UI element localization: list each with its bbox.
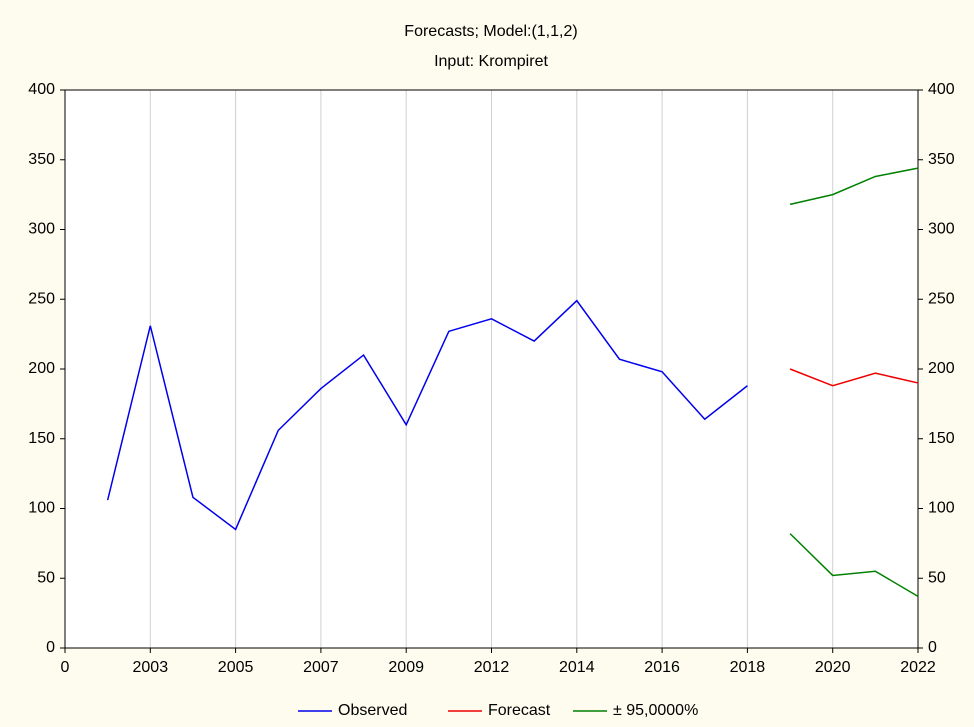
- x-tick-label: 2005: [218, 659, 254, 676]
- x-tick-label: 2003: [133, 659, 169, 676]
- x-tick-label: 0: [61, 659, 70, 676]
- x-tick-label: 2009: [388, 659, 424, 676]
- plot-frame: [64, 89, 919, 649]
- y2-tick-label: 100: [928, 500, 955, 517]
- x-tick-label: 2020: [815, 659, 851, 676]
- y-tick-label: 400: [28, 81, 55, 98]
- y-tick-label: 200: [28, 360, 55, 377]
- x-tick-label: 2018: [730, 659, 766, 676]
- y2-tick-label: 400: [928, 81, 955, 98]
- chart-title: Forecasts; Model:(1,1,2): [404, 23, 577, 40]
- y2-tick-label: 0: [928, 639, 937, 656]
- series-line: [789, 368, 919, 387]
- y2-tick-label: 300: [928, 221, 955, 238]
- legend-label: ± 95,0000%: [613, 702, 698, 719]
- x-tick-label: 2014: [559, 659, 595, 676]
- y-tick-label: 150: [28, 430, 55, 447]
- y2-tick-label: 350: [928, 151, 955, 168]
- series-line: [106, 299, 748, 531]
- y2-tick-label: 200: [928, 360, 955, 377]
- y2-tick-label: 150: [928, 430, 955, 447]
- series-line: [789, 167, 919, 206]
- legend-label: Forecast: [488, 702, 551, 719]
- y-tick-label: 350: [28, 151, 55, 168]
- x-tick-label: 2012: [474, 659, 510, 676]
- chart-subtitle: Input: Krompiret: [434, 53, 548, 70]
- y-tick-label: 100: [28, 500, 55, 517]
- x-tick-label: 2022: [900, 659, 936, 676]
- legend-label: Observed: [338, 702, 407, 719]
- y2-tick-label: 250: [928, 290, 955, 307]
- y-tick-label: 0: [46, 639, 55, 656]
- series-line: [789, 533, 919, 598]
- x-tick-label: 2007: [303, 659, 339, 676]
- x-tick-label: 2016: [644, 659, 680, 676]
- y-tick-label: 50: [37, 569, 55, 586]
- y2-tick-label: 50: [928, 569, 946, 586]
- y-tick-label: 300: [28, 221, 55, 238]
- y-tick-label: 250: [28, 290, 55, 307]
